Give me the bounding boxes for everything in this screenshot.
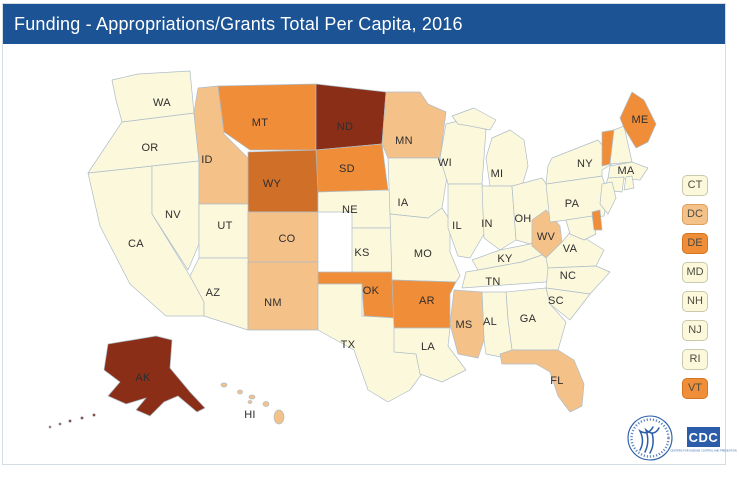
state-label-AR: AR [419, 295, 435, 307]
state-NM[interactable] [247, 261, 319, 331]
states-layer [48, 70, 657, 429]
state-DE[interactable] [591, 209, 603, 231]
state-label-OR: OR [141, 142, 158, 154]
state-label-NC: NC [560, 270, 577, 282]
state-label-SC: SC [548, 295, 564, 307]
state-label-IA: IA [398, 197, 409, 209]
state-MA[interactable] [607, 161, 649, 181]
state-LA[interactable] [393, 327, 467, 383]
legend-chip-ct[interactable]: CT [682, 175, 708, 196]
cdc-logo-text: CDC [689, 430, 719, 445]
state-label-MO: MO [414, 248, 432, 260]
state-NY[interactable] [545, 139, 613, 185]
cdc-logo: CDC CENTERS FOR DISEASE CONTROL AND PREV… [670, 427, 737, 453]
state-AZ[interactable] [189, 257, 249, 331]
state-label-AK: AK [135, 372, 151, 384]
hhs-logo [627, 415, 673, 461]
state-label-MS: MS [455, 319, 472, 331]
state-label-PA: PA [565, 198, 580, 210]
state-MS[interactable] [449, 289, 485, 359]
state-label-NM: NM [264, 297, 282, 309]
state-label-CO: CO [278, 233, 295, 245]
state-label-AL: AL [483, 316, 497, 328]
state-label-SD: SD [339, 163, 355, 175]
state-label-NE: NE [342, 204, 358, 216]
hhs-logo-text-ring [630, 418, 670, 458]
state-label-KS: KS [354, 247, 369, 259]
state-label-ME: ME [631, 114, 648, 126]
state-label-LA: LA [421, 341, 435, 353]
state-label-WI: WI [438, 157, 452, 169]
state-RI[interactable] [623, 175, 635, 191]
state-label-KY: KY [497, 253, 513, 265]
state-label-AZ: AZ [206, 287, 221, 299]
state-label-TX: TX [341, 339, 356, 351]
state-NJ[interactable] [599, 181, 617, 215]
cdc-logo-box [687, 427, 720, 447]
state-label-FL: FL [550, 375, 563, 387]
state-HI[interactable] [220, 382, 285, 425]
state-IN[interactable] [481, 185, 517, 251]
state-label-NV: NV [165, 209, 181, 221]
legend-chip-nj[interactable]: NJ [682, 320, 708, 341]
state-label-GA: GA [520, 313, 537, 325]
state-label-NY: NY [577, 158, 593, 170]
state-label-ND: ND [337, 121, 354, 133]
state-AK[interactable] [48, 335, 206, 429]
state-label-WA: WA [153, 97, 171, 109]
state-label-ID: ID [201, 154, 213, 166]
state-WY[interactable] [247, 149, 319, 213]
legend-chip-vt[interactable]: VT [682, 378, 708, 399]
state-label-MI: MI [491, 168, 504, 180]
state-label-OK: OK [363, 285, 380, 297]
state-label-OH: OH [514, 213, 531, 225]
state-label-WY: WY [263, 178, 282, 190]
state-label-IL: IL [452, 220, 462, 232]
state-NV[interactable] [151, 160, 200, 271]
state-label-WV: WV [537, 231, 556, 243]
state-MT[interactable] [217, 83, 317, 151]
state-label-UT: UT [217, 220, 232, 232]
state-MD[interactable] [565, 215, 597, 241]
state-label-IN: IN [481, 218, 493, 230]
hhs-eagle-icon [638, 426, 660, 454]
state-label-MN: MN [395, 135, 413, 147]
state-ME[interactable] [619, 91, 657, 149]
hhs-logo-outer-ring [627, 415, 673, 461]
page-title: Funding - Appropriations/Grants Total Pe… [3, 4, 725, 44]
legend-chip-md[interactable]: MD [682, 262, 708, 283]
state-label-HI: HI [244, 409, 256, 421]
state-labels-layer: WA OR CA NV ID UT AZ MT WY CO NM ND SD N… [128, 97, 648, 421]
state-MN[interactable] [381, 91, 447, 159]
legend-chip-nh[interactable]: NH [682, 291, 708, 312]
legend-chip-dc[interactable]: DC [682, 204, 708, 225]
state-NC[interactable] [545, 265, 611, 295]
legend-chip-de[interactable]: DE [682, 233, 708, 254]
state-FL[interactable] [499, 349, 585, 413]
state-label-MT: MT [252, 117, 268, 129]
state-MI[interactable] [451, 107, 529, 187]
state-AR[interactable] [391, 279, 457, 329]
state-label-CA: CA [128, 238, 144, 250]
cdc-logo-tagline: CENTERS FOR DISEASE CONTROL AND PREVENTI… [670, 450, 737, 453]
state-label-VA: VA [563, 243, 578, 255]
state-label-MA: MA [617, 165, 634, 177]
legend-chip-ri[interactable]: RI [682, 349, 708, 370]
state-label-TN: TN [485, 276, 500, 288]
state-ND[interactable] [315, 83, 387, 151]
